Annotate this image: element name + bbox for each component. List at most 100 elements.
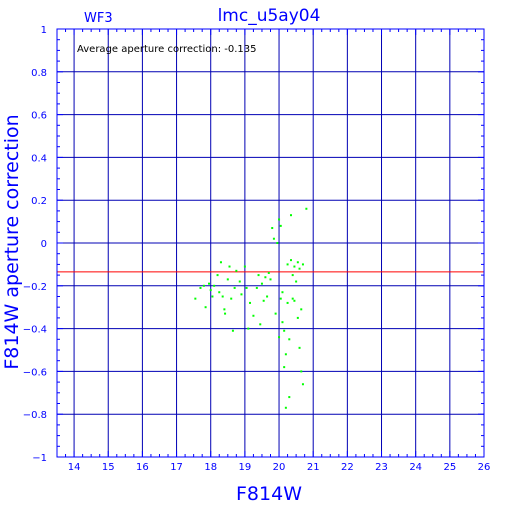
- data-point: [259, 323, 262, 326]
- y-tick-label: −0.6: [23, 367, 47, 378]
- x-tick-label: 15: [102, 462, 115, 473]
- x-tick-label: 16: [136, 462, 149, 473]
- x-tick-label: 26: [478, 462, 491, 473]
- data-point: [213, 284, 216, 287]
- y-tick-label: 0.4: [31, 153, 47, 164]
- data-point: [293, 299, 296, 302]
- data-point: [243, 265, 246, 268]
- x-tick-label: 25: [443, 462, 456, 473]
- data-point: [279, 224, 282, 227]
- data-point: [301, 263, 304, 266]
- x-tick-label: 24: [409, 462, 422, 473]
- x-tick-label: 20: [273, 462, 286, 473]
- data-point: [194, 297, 197, 300]
- data-point: [300, 370, 303, 373]
- plot-frame: [56, 28, 485, 458]
- data-point: [228, 265, 231, 268]
- data-point: [199, 286, 202, 289]
- x-tick-label: 21: [307, 462, 320, 473]
- data-point: [223, 308, 226, 311]
- data-point: [230, 297, 233, 300]
- data-point: [291, 274, 294, 277]
- data-point: [255, 286, 258, 289]
- x-tick-label: 18: [204, 462, 217, 473]
- chart-title: lmc_u5ay04: [218, 6, 321, 26]
- data-point: [264, 276, 267, 279]
- data-point: [266, 295, 269, 298]
- data-point: [257, 274, 260, 277]
- data-point: [281, 291, 284, 294]
- data-point: [281, 321, 284, 324]
- x-tick-label: 14: [68, 462, 81, 473]
- data-point: [298, 346, 301, 349]
- data-point: [274, 312, 277, 315]
- x-axis-label: F814W: [236, 483, 302, 505]
- data-point: [226, 278, 229, 281]
- data-point: [249, 301, 252, 304]
- data-point: [235, 269, 238, 272]
- data-point: [286, 301, 289, 304]
- data-point: [271, 227, 274, 230]
- data-point: [219, 261, 222, 264]
- data-points: [194, 207, 308, 409]
- data-point: [245, 286, 248, 289]
- data-point: [279, 297, 282, 300]
- data-point: [278, 336, 281, 339]
- data-point: [296, 316, 299, 319]
- y-tick-label: −0.4: [23, 325, 47, 336]
- data-point: [224, 312, 227, 315]
- average-correction-annotation: Average aperture correction: -0.135: [77, 44, 257, 55]
- data-point: [300, 308, 303, 311]
- y-tick-label: 1: [41, 25, 47, 36]
- y-tick-label: −0.8: [23, 410, 47, 421]
- data-point: [202, 284, 205, 287]
- y-tick-label: −0.2: [23, 282, 47, 293]
- data-point: [284, 353, 287, 356]
- data-point: [233, 286, 236, 289]
- data-point: [288, 396, 291, 399]
- data-point: [295, 280, 298, 283]
- data-point: [289, 214, 292, 217]
- data-point: [247, 327, 250, 330]
- grid: [57, 28, 485, 458]
- data-point: [289, 259, 292, 262]
- y-tick-label: −1: [32, 453, 47, 464]
- data-point: [272, 237, 275, 240]
- data-point: [293, 265, 296, 268]
- tick-labels: 14 15 16 17 18 19 20 21 22 23 24 25 26 −1 −0.8 −0.6 −0.4…: [23, 25, 491, 473]
- x-tick-label: 19: [239, 462, 252, 473]
- data-point: [262, 299, 265, 302]
- y-axis-label: F814W aperture correction: [1, 114, 23, 369]
- y-tick-label: 0.6: [31, 111, 47, 122]
- data-point: [305, 207, 308, 210]
- y-tick-label: 0.2: [31, 196, 47, 207]
- data-point: [216, 274, 219, 277]
- data-point: [269, 278, 272, 281]
- data-point: [240, 293, 243, 296]
- data-point: [301, 383, 304, 386]
- y-tick-label: 0: [41, 239, 47, 250]
- data-point: [231, 329, 234, 332]
- panel-label: WF3: [84, 11, 113, 26]
- data-point: [208, 282, 211, 285]
- data-point: [209, 289, 212, 292]
- data-point: [260, 282, 263, 285]
- x-tick-label: 17: [170, 462, 183, 473]
- y-tick-label: 0.8: [31, 68, 47, 79]
- data-point: [221, 295, 224, 298]
- data-point: [283, 329, 286, 332]
- data-point: [283, 366, 286, 369]
- data-point: [252, 314, 255, 317]
- axes: [56, 28, 485, 458]
- data-point: [288, 338, 291, 341]
- data-point: [218, 291, 221, 294]
- data-point: [284, 406, 287, 409]
- data-point: [211, 295, 214, 298]
- x-tick-label: 22: [341, 462, 354, 473]
- data-point: [298, 267, 301, 270]
- data-point: [296, 261, 299, 264]
- data-point: [286, 263, 289, 266]
- data-point: [238, 280, 241, 283]
